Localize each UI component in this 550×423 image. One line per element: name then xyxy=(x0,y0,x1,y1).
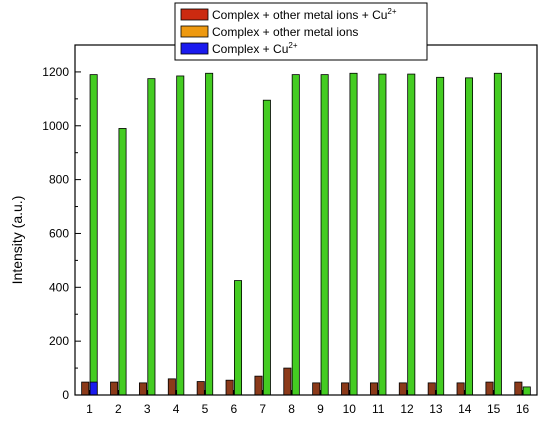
plot-bars xyxy=(81,72,531,396)
x-tick-label: 16 xyxy=(516,402,530,416)
x-tick-label: 8 xyxy=(288,402,295,416)
bar-2-3 xyxy=(147,78,156,396)
bar-2-6 xyxy=(234,280,243,396)
bar-1-10 xyxy=(341,382,350,396)
bar-2-12 xyxy=(407,73,416,396)
x-tick-label: 1 xyxy=(86,402,93,416)
bar-2-9 xyxy=(320,74,329,396)
x-tick-label: 13 xyxy=(429,402,443,416)
x-tick-label: 11 xyxy=(372,402,385,416)
legend-label-2: Complex + other metal ions xyxy=(212,25,358,39)
y-tick-label: 800 xyxy=(49,173,69,187)
legend-box xyxy=(174,2,428,61)
x-tick-label: 15 xyxy=(487,402,501,416)
bar-1-12 xyxy=(398,382,407,396)
bar-1-9 xyxy=(312,382,321,396)
bar-2-4 xyxy=(176,75,185,396)
bar-1-16 xyxy=(514,381,523,396)
y-tick-label: 1200 xyxy=(42,65,69,79)
bar-1-11 xyxy=(369,382,378,396)
y-tick-label: 200 xyxy=(49,334,69,348)
bar-2-2 xyxy=(118,128,127,396)
bar-1-13 xyxy=(427,382,436,396)
bar-2-7 xyxy=(262,99,271,396)
x-axis: 1 2 3 4 5 6 7 8 9 10 11 12 13 14 15 16 xyxy=(86,390,530,416)
y-tick-label: 400 xyxy=(49,280,69,294)
bar-2-8 xyxy=(291,74,300,396)
bar-2-10 xyxy=(349,72,358,396)
y-tick-label: 600 xyxy=(49,226,69,240)
bar-2-11 xyxy=(378,73,387,396)
x-tick-label: 4 xyxy=(173,402,180,416)
y-axis: 0 200 400 600 800 1000 1200 xyxy=(42,65,81,402)
bar-2-15 xyxy=(493,72,502,396)
y-tick-label: 0 xyxy=(62,388,69,402)
legend-label-1: Complex + other metal ions + Cu2+ xyxy=(212,7,397,22)
x-tick-label: 10 xyxy=(343,402,357,416)
bar-1-2 xyxy=(110,381,119,396)
x-tick-label: 9 xyxy=(317,402,324,416)
x-tick-label: 6 xyxy=(230,402,237,416)
bar-1-5 xyxy=(196,381,205,396)
bar-2-1 xyxy=(89,74,98,396)
x-tick-label: 12 xyxy=(400,402,414,416)
legend-label-3: Complex + Cu2+ xyxy=(212,41,298,56)
bar-1-7 xyxy=(254,375,263,396)
bar-1-4 xyxy=(167,378,176,396)
x-tick-label: 5 xyxy=(202,402,209,416)
y-axis-label: Intensity (a.u.) xyxy=(9,196,25,285)
bar-2-13 xyxy=(436,76,445,396)
bar-1-8 xyxy=(283,367,292,396)
legend-swatch-1 xyxy=(180,8,209,21)
bar-2-14 xyxy=(465,77,474,396)
x-tick-label: 7 xyxy=(259,402,266,416)
legend-swatch-2 xyxy=(180,25,209,38)
x-tick-label: 2 xyxy=(115,402,122,416)
bar-1-1 xyxy=(81,381,90,396)
x-tick-label: 14 xyxy=(458,402,472,416)
bar-1-6 xyxy=(225,379,234,396)
legend: Complex + other metal ions + Cu2+ Complex… xyxy=(174,2,428,61)
bar-2-5 xyxy=(205,72,214,396)
bar-2-16 xyxy=(522,386,531,396)
bar-1-15 xyxy=(485,381,494,396)
legend-swatch-3 xyxy=(180,42,209,55)
bar-1-3 xyxy=(138,382,147,396)
y-tick-label: 1000 xyxy=(42,119,69,133)
bar-3-1 xyxy=(89,381,98,396)
bar-1-14 xyxy=(456,382,465,396)
x-tick-label: 3 xyxy=(144,402,151,416)
